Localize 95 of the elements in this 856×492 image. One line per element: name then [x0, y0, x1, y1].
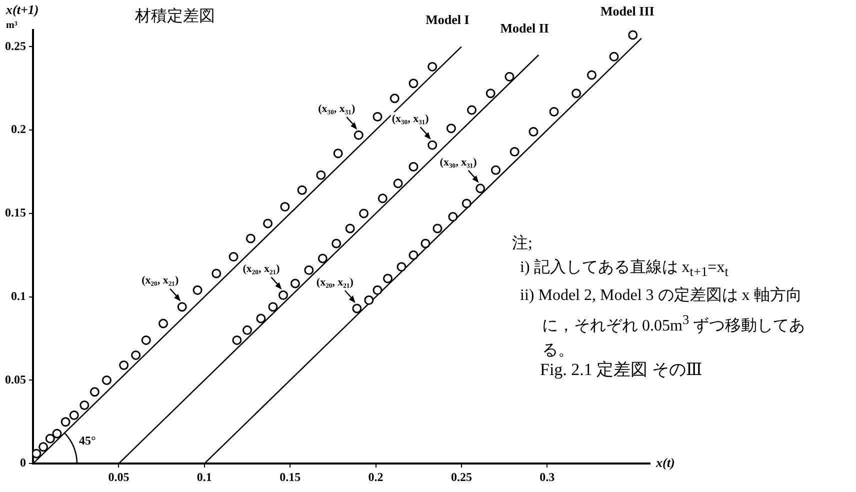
annotation: (x₃₀, x₃₁): [440, 156, 478, 168]
x-tick-label: 0.25: [450, 470, 472, 484]
point: [280, 202, 290, 212]
y-tick-label: 0.25: [5, 38, 26, 53]
point: [268, 302, 278, 312]
point: [420, 238, 430, 248]
chart-title: 材積定差図: [135, 6, 215, 27]
point: [628, 30, 638, 40]
point: [119, 360, 129, 370]
point: [90, 387, 100, 397]
annotation: 注;: [512, 234, 534, 254]
point: [256, 314, 266, 324]
point: [246, 234, 256, 244]
x-tick-label: 0.05: [108, 470, 130, 484]
annotation: (x₃₀, x₃₁): [392, 112, 430, 125]
point: [428, 62, 438, 72]
point: [372, 112, 382, 122]
annotation: (x₂₀, x₂₁): [316, 276, 354, 288]
point: [491, 165, 500, 175]
point: [354, 130, 364, 140]
point: [69, 410, 79, 420]
point: [232, 335, 242, 345]
point: [228, 252, 238, 262]
series-label: Model II: [500, 20, 549, 36]
x-axis-title: x(t): [655, 454, 675, 470]
point: [432, 224, 442, 234]
point: [304, 265, 314, 275]
point: [408, 250, 418, 260]
point: [586, 70, 596, 80]
text: ii) Model 2, Model 3 の定差図は x 軸方向に，それぞれ 0.05m$^{3}$ ずつ移動してある。: [520, 287, 806, 359]
point: [333, 148, 343, 158]
point: [316, 170, 326, 180]
point: [80, 400, 90, 410]
annotation: i) 記入してある直線は x$_{t+1}$=x$_{t}$: [519, 258, 730, 282]
point: [390, 94, 400, 104]
y-tick-label: 0.2: [11, 122, 26, 136]
point: [364, 295, 374, 305]
point: [428, 140, 438, 150]
point: [52, 428, 62, 438]
point: [290, 278, 300, 288]
point: [383, 274, 393, 284]
point: [263, 218, 273, 228]
y-tick-label: 0.1: [11, 288, 26, 303]
point: [504, 72, 514, 82]
y-tick-label: 0: [20, 456, 26, 470]
x-tick-label: 0.2: [368, 470, 384, 484]
point: [378, 194, 388, 204]
point: [141, 335, 151, 345]
point: [212, 268, 222, 278]
series-label: Model I: [426, 12, 470, 28]
annotation: (x₂₀, x₂₁): [142, 274, 179, 287]
point: [372, 285, 382, 295]
point: [510, 146, 520, 156]
point: [318, 254, 328, 264]
point: [462, 198, 472, 208]
series-label: Model III: [600, 4, 654, 19]
point: [102, 375, 112, 385]
point: [352, 304, 362, 314]
point: [528, 126, 538, 136]
point: [297, 185, 307, 195]
point: [396, 262, 406, 272]
point: [60, 417, 70, 427]
point: [408, 78, 418, 88]
point: [486, 88, 496, 98]
point: [572, 88, 582, 98]
annotation: (x₃₀, x₃₁): [318, 102, 356, 115]
point: [177, 302, 187, 312]
y-tick-label: 0.05: [5, 372, 26, 386]
point: [33, 448, 42, 458]
point: [242, 325, 252, 335]
annotation: 45°: [79, 434, 96, 448]
point: [278, 290, 288, 300]
point: [332, 238, 342, 248]
point: [345, 224, 355, 234]
point: [158, 318, 168, 328]
point: [446, 124, 456, 134]
annotation: (x₂₀, x₂₁): [242, 263, 280, 276]
y-tick-label: 0.15: [5, 206, 26, 220]
point: [408, 162, 418, 172]
point: [609, 52, 619, 62]
point: [393, 178, 403, 188]
point: [467, 105, 477, 115]
annotation: Fig. 2.1 定差図 そのⅢ: [540, 359, 702, 381]
point: [448, 212, 458, 222]
point: [359, 208, 369, 218]
x-tick-label: 0.1: [196, 470, 212, 484]
x-tick-label: 0.15: [280, 470, 301, 484]
y-axis-title: x(t+1) m³: [6, 2, 39, 33]
point: [192, 285, 202, 295]
point: [131, 350, 141, 360]
point: [45, 434, 55, 444]
x-tick-label: 0.3: [540, 470, 555, 484]
point: [549, 106, 559, 116]
point: [476, 184, 486, 194]
point: [38, 442, 48, 452]
